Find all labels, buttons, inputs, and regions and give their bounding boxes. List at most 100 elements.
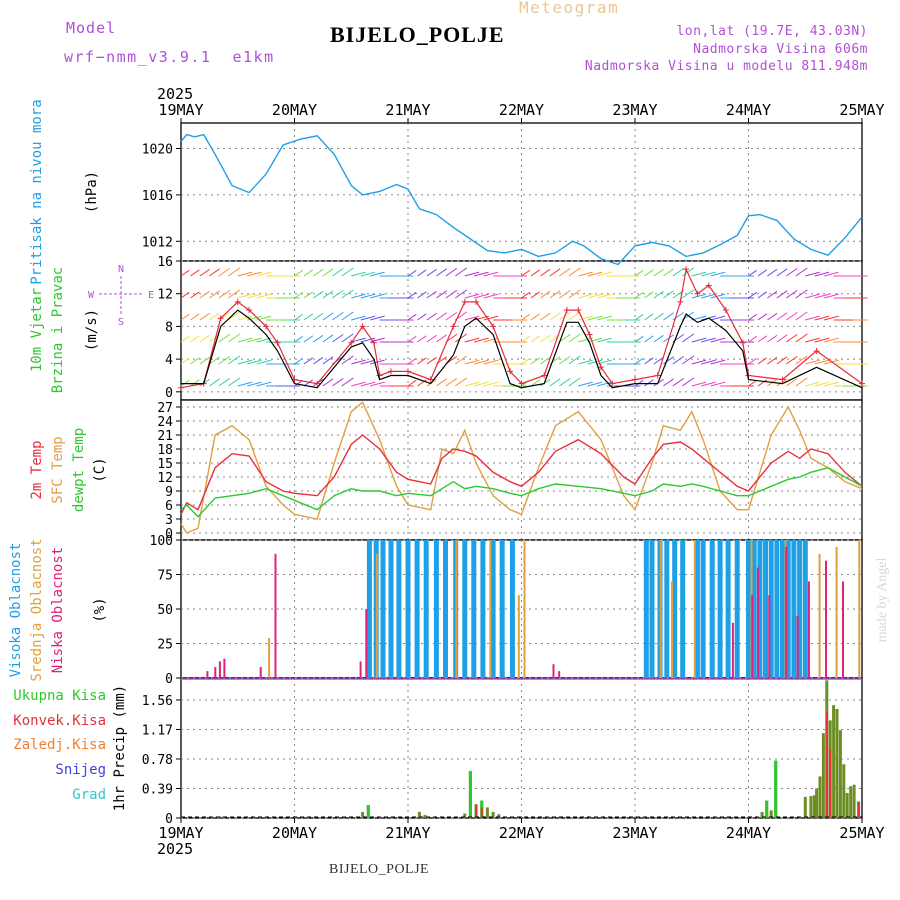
wind-arrow xyxy=(474,293,489,299)
wind-arrow xyxy=(559,355,571,365)
low-cloud-bar xyxy=(825,560,827,678)
low-cloud-bar xyxy=(223,658,226,678)
wind-gust-point xyxy=(597,364,604,371)
wind-arrow xyxy=(190,379,200,387)
compass-e-label: E xyxy=(148,290,154,301)
wind-arrow xyxy=(701,293,716,299)
wind-arrow xyxy=(407,269,417,277)
wind-arrow xyxy=(748,379,757,387)
high-cloud-bar xyxy=(471,540,477,678)
wind-arrow xyxy=(634,313,644,321)
total-precip-bar xyxy=(468,771,472,818)
pressure-ylabel: Pritisak na nivou mora xyxy=(29,99,45,284)
wind-arrow xyxy=(587,293,603,299)
wind-arrow xyxy=(313,268,324,277)
wind-arrow xyxy=(814,315,830,321)
wind-arrow xyxy=(776,290,788,299)
total-precip-bar-base xyxy=(845,793,849,818)
wind-arrow xyxy=(663,378,674,387)
page-title: BIJELO_POLJE xyxy=(330,22,505,47)
wind-arrow xyxy=(824,271,839,277)
wind-arrow xyxy=(559,289,571,299)
wind-arrow xyxy=(370,315,385,321)
wind-gust-point xyxy=(274,339,281,346)
temp-axis-tick-label: 3 xyxy=(165,513,173,528)
x-tick-label-bottom: 19MAY xyxy=(158,824,203,842)
total-precip-bar-base xyxy=(219,816,223,818)
wind-arrow xyxy=(814,271,830,277)
wind-arrow xyxy=(445,377,458,387)
temp-unit-text: (C) xyxy=(92,457,108,482)
wind-arrow xyxy=(805,293,820,299)
temp-axis-tick-label: 9 xyxy=(165,485,173,500)
mid-cloud-bar xyxy=(268,638,271,678)
wind-gust-point xyxy=(586,331,593,338)
wind-unit: (m/s) xyxy=(84,309,100,351)
total-precip-bar-base xyxy=(417,811,421,818)
wind-arrow xyxy=(805,315,820,321)
wind-arrow-field xyxy=(180,267,868,387)
wind-arrow xyxy=(464,315,480,321)
wind-arrow xyxy=(795,289,808,299)
high-cloud-bar xyxy=(462,540,468,678)
wind-arrow xyxy=(805,271,820,277)
compass-w-label: W xyxy=(88,290,95,301)
wind-arrow xyxy=(228,333,241,343)
temp-ylabel-dewpt-text: dewpt Temp xyxy=(71,428,87,512)
wind-gust-point xyxy=(450,323,457,330)
conv-precip-bar xyxy=(829,749,832,818)
wind-arrow xyxy=(247,381,262,387)
total-precip-bar-base xyxy=(463,813,467,818)
wind-arrow xyxy=(634,269,644,277)
precip-axis-tick-label: 1.56 xyxy=(142,694,173,709)
wind-arrow xyxy=(597,271,612,277)
wind-arrow xyxy=(644,335,654,343)
wind-arrow xyxy=(568,377,581,387)
wind-arrow xyxy=(682,289,695,299)
wind-arrow xyxy=(691,271,707,277)
wind-arrow xyxy=(644,313,654,321)
wind-arrow xyxy=(587,359,603,365)
wind-arrow xyxy=(294,291,303,299)
wind-gust-point xyxy=(677,298,684,305)
high-cloud-bar xyxy=(443,540,448,678)
wind-arrow xyxy=(682,355,695,365)
wind-arrow xyxy=(776,356,788,365)
wind-arrow xyxy=(190,291,200,299)
conv-precip-bar xyxy=(825,712,828,818)
wind-arrow xyxy=(351,359,366,365)
wind-ylabel-2: Brzina i Pravac xyxy=(50,267,66,393)
wind-arrow xyxy=(417,291,427,299)
wind-arrow xyxy=(824,381,839,387)
low-cloud-bar xyxy=(796,615,799,678)
temp-axis-tick-label: 21 xyxy=(157,429,173,444)
made-by-label: made by Angel xyxy=(875,558,890,643)
wind-ylabel-1-text: 10m Vjetar xyxy=(29,288,45,372)
high-cloud-bar xyxy=(709,540,715,678)
pressure-ylabel-text: Pritisak na nivou mora xyxy=(29,99,45,284)
wind-arrow xyxy=(332,377,344,387)
wind-arrow xyxy=(549,378,561,387)
wind-arrow xyxy=(757,379,768,387)
cloud-axis-tick-label: 75 xyxy=(157,569,173,584)
high-cloud-bar xyxy=(785,540,791,678)
wind-gust-point xyxy=(722,307,729,314)
wind-arrow xyxy=(587,381,603,387)
wind-arrow xyxy=(360,271,376,277)
high-cloud-bar xyxy=(746,540,751,678)
wind-arrow xyxy=(303,291,314,299)
x-tick-label-bottom: 21MAY xyxy=(385,824,430,842)
wind-arrow xyxy=(540,268,551,277)
total-precip-bar-base xyxy=(821,733,825,818)
wind-arrow xyxy=(691,359,707,365)
wind-arrow xyxy=(322,312,334,321)
wind-arrow xyxy=(578,271,593,277)
wind-arrow xyxy=(303,335,314,343)
wind-arrow xyxy=(644,357,654,365)
wind-arrow xyxy=(568,267,581,277)
wind-axis-tick-label: 16 xyxy=(157,255,173,270)
wind-arrow xyxy=(464,359,480,365)
wind-arrow xyxy=(578,381,593,387)
meteogram-label: Meteogram xyxy=(519,0,620,17)
wind-arrow xyxy=(332,311,344,321)
